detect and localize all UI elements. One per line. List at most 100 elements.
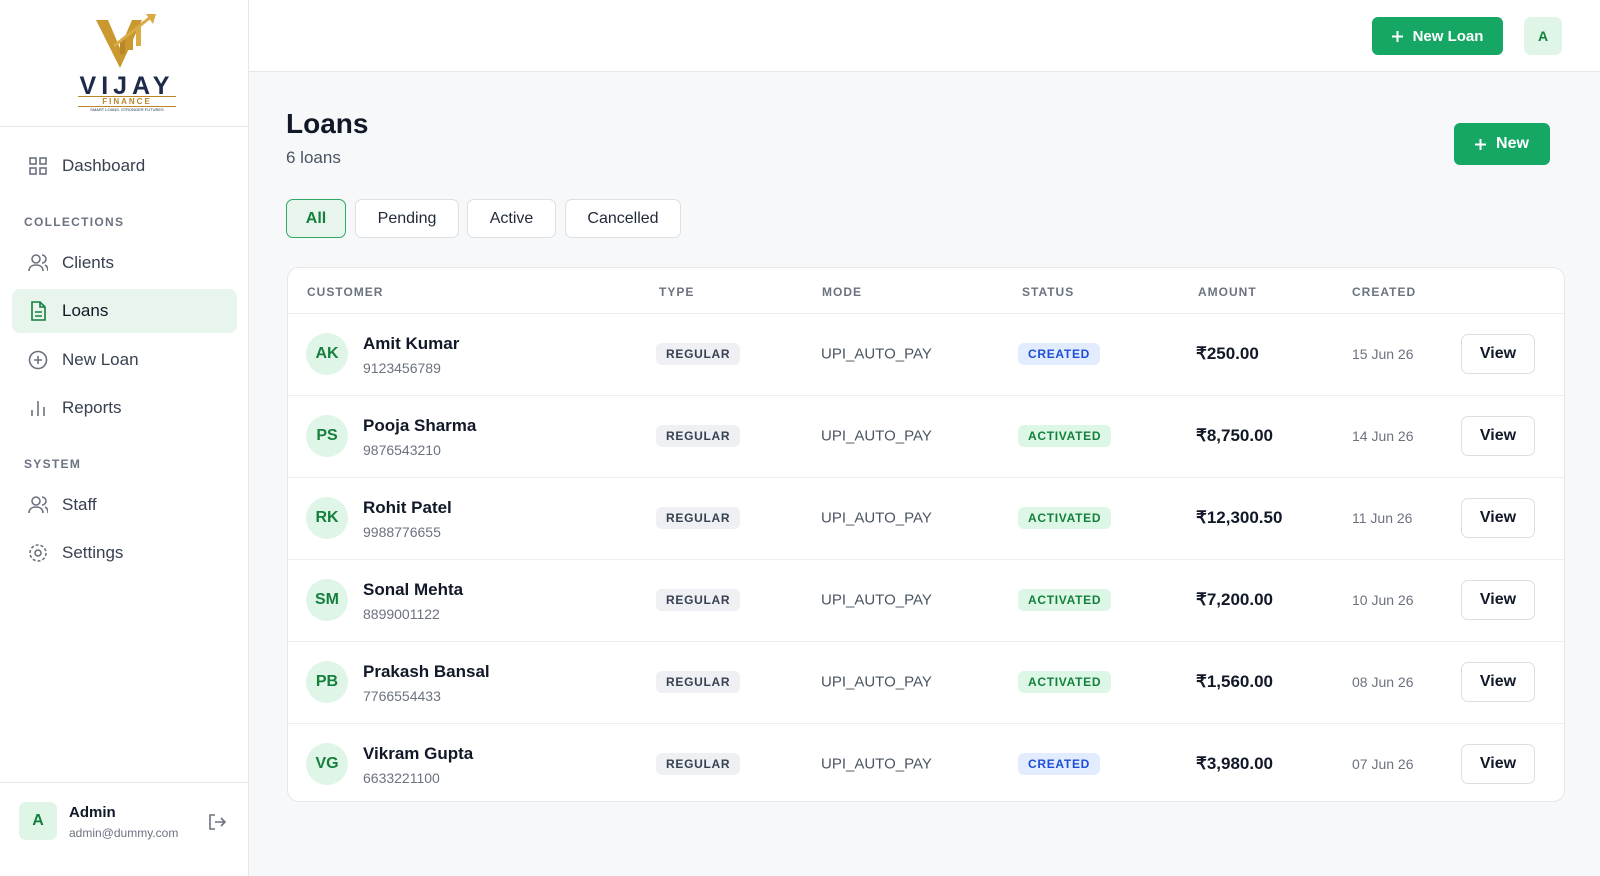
customer-name: Prakash Bansal [363, 662, 490, 681]
created-date: 14 Jun 26 [1352, 428, 1414, 444]
nav-label: Dashboard [62, 156, 146, 175]
nav-item[interactable]: Clients [12, 241, 237, 285]
loan-mode: UPI_AUTO_PAY [821, 509, 932, 527]
nav-label: Settings [62, 543, 124, 562]
new-loan-button[interactable]: New Loan [1372, 17, 1503, 55]
nav-item[interactable]: New Loan [12, 338, 237, 382]
button-label: New Loan [1412, 27, 1484, 45]
logo-tagline: SMART LOANS. STRONGER FUTURES [90, 107, 164, 112]
view-button[interactable]: View [1461, 662, 1535, 702]
loan-amount: ₹3,980.00 [1196, 754, 1273, 773]
loan-status: ACTIVATED [1018, 589, 1112, 611]
loan-mode: UPI_AUTO_PAY [821, 427, 932, 445]
loan-type: REGULAR [656, 589, 741, 611]
customer-name: Pooja Sharma [363, 416, 477, 435]
customer-name: Sonal Mehta [363, 580, 464, 599]
user-email: admin@dummy.com [69, 826, 179, 840]
loan-mode: UPI_AUTO_PAY [821, 673, 932, 691]
customer-avatar: VG [306, 743, 348, 785]
new-button[interactable]: New [1454, 123, 1550, 165]
filter-tab[interactable]: Pending [355, 199, 459, 238]
filter-tab[interactable]: Active [467, 199, 556, 238]
loan-type: REGULAR [656, 753, 741, 775]
view-button[interactable]: View [1461, 416, 1535, 456]
loan-type: REGULAR [656, 343, 741, 365]
loan-amount: ₹12,300.50 [1196, 508, 1283, 527]
logout-icon[interactable] [208, 813, 226, 831]
loan-status: ACTIVATED [1018, 671, 1112, 693]
customer-avatar: AK [306, 333, 348, 375]
customer-phone: 9876543210 [363, 442, 441, 458]
nav-item[interactable]: Dashboard [12, 144, 237, 188]
nav-item[interactable]: Reports [12, 386, 237, 430]
view-button[interactable]: View [1461, 498, 1535, 538]
nav-label: Staff [62, 495, 97, 514]
column-header: STATUS [1022, 285, 1075, 299]
page-subtitle: 6 loans [286, 148, 341, 167]
filter-tab[interactable]: All [286, 199, 346, 238]
loans-table: CUSTOMER TYPE MODE STATUS AMOUNT CREATED AK Ami… [287, 267, 1565, 802]
loan-amount: ₹7,200.00 [1196, 590, 1273, 609]
loan-status: CREATED [1018, 753, 1101, 775]
page-title: Loans [286, 108, 369, 139]
customer-avatar: PS [306, 415, 348, 457]
created-date: 07 Jun 26 [1352, 756, 1414, 772]
loan-mode: UPI_AUTO_PAY [821, 591, 932, 609]
table-row: AK Amit Kumar 9123456789 REGULAR UPI_AUTO_PA… [288, 313, 1564, 394]
loan-amount: ₹1,560.00 [1196, 672, 1273, 691]
view-button[interactable]: View [1461, 580, 1535, 620]
customer-avatar: RK [306, 497, 348, 539]
created-date: 10 Jun 26 [1352, 592, 1414, 608]
nav-label: Loans [62, 301, 109, 320]
loan-mode: UPI_AUTO_PAY [821, 755, 932, 773]
button-label: New [1496, 135, 1529, 152]
user-name: Admin [69, 804, 116, 821]
loan-status: ACTIVATED [1018, 425, 1112, 447]
created-date: 15 Jun 26 [1352, 346, 1414, 362]
customer-name: Amit Kumar [363, 334, 460, 353]
loan-status: CREATED [1018, 343, 1101, 365]
nav-item-active[interactable]: Loans [12, 289, 237, 333]
divider [0, 782, 249, 783]
table-row: PS Pooja Sharma 9876543210 REGULAR UPI_AUTO_… [288, 395, 1564, 476]
nav-label: Clients [62, 253, 114, 272]
loan-amount: ₹250.00 [1196, 344, 1259, 363]
customer-name: Rohit Patel [363, 498, 452, 517]
logo-sub: FINANCE [78, 96, 176, 107]
nav-group-title: COLLECTIONS [24, 215, 125, 229]
customer-phone: 7766554433 [363, 688, 441, 704]
nav-item[interactable]: Staff [12, 483, 237, 527]
sidebar: VIJAY FINANCE SMART LOANS. STRONGER FUTU… [0, 0, 249, 876]
customer-avatar: SM [306, 579, 348, 621]
customer-phone: 8899001122 [363, 606, 440, 622]
customer-name: Vikram Gupta [363, 744, 474, 763]
column-header: MODE [822, 285, 862, 299]
filter-tab[interactable]: Cancelled [565, 199, 681, 238]
customer-phone: 9123456789 [363, 360, 441, 376]
nav-label: New Loan [62, 350, 139, 369]
loan-status: ACTIVATED [1018, 507, 1112, 529]
nav-group-title: SYSTEM [24, 457, 82, 471]
nav-label: Reports [62, 398, 122, 417]
divider [0, 126, 249, 127]
table-row: VG Vikram Gupta 6633221100 REGULAR UPI_AUTO_… [288, 723, 1564, 801]
loan-type: REGULAR [656, 425, 741, 447]
loan-type: REGULAR [656, 507, 741, 529]
table-row: RK Rohit Patel 9988776655 REGULAR UPI_AUTO_P… [288, 477, 1564, 558]
view-button[interactable]: View [1461, 334, 1535, 374]
nav-item[interactable]: Settings [12, 531, 237, 575]
loan-amount: ₹8,750.00 [1196, 426, 1273, 445]
column-header: TYPE [659, 285, 695, 299]
created-date: 11 Jun 26 [1352, 510, 1413, 526]
view-button[interactable]: View [1461, 744, 1535, 784]
loan-type: REGULAR [656, 671, 741, 693]
table-row: SM Sonal Mehta 8899001122 REGULAR UPI_AUTO_P… [288, 559, 1564, 640]
column-header: CREATED [1352, 285, 1417, 299]
loan-mode: UPI_AUTO_PAY [821, 345, 932, 363]
customer-avatar: PB [306, 661, 348, 703]
user-avatar: A [19, 802, 57, 840]
customer-phone: 9988776655 [363, 524, 441, 540]
header-avatar[interactable]: A [1524, 17, 1562, 55]
customer-phone: 6633221100 [363, 770, 440, 786]
